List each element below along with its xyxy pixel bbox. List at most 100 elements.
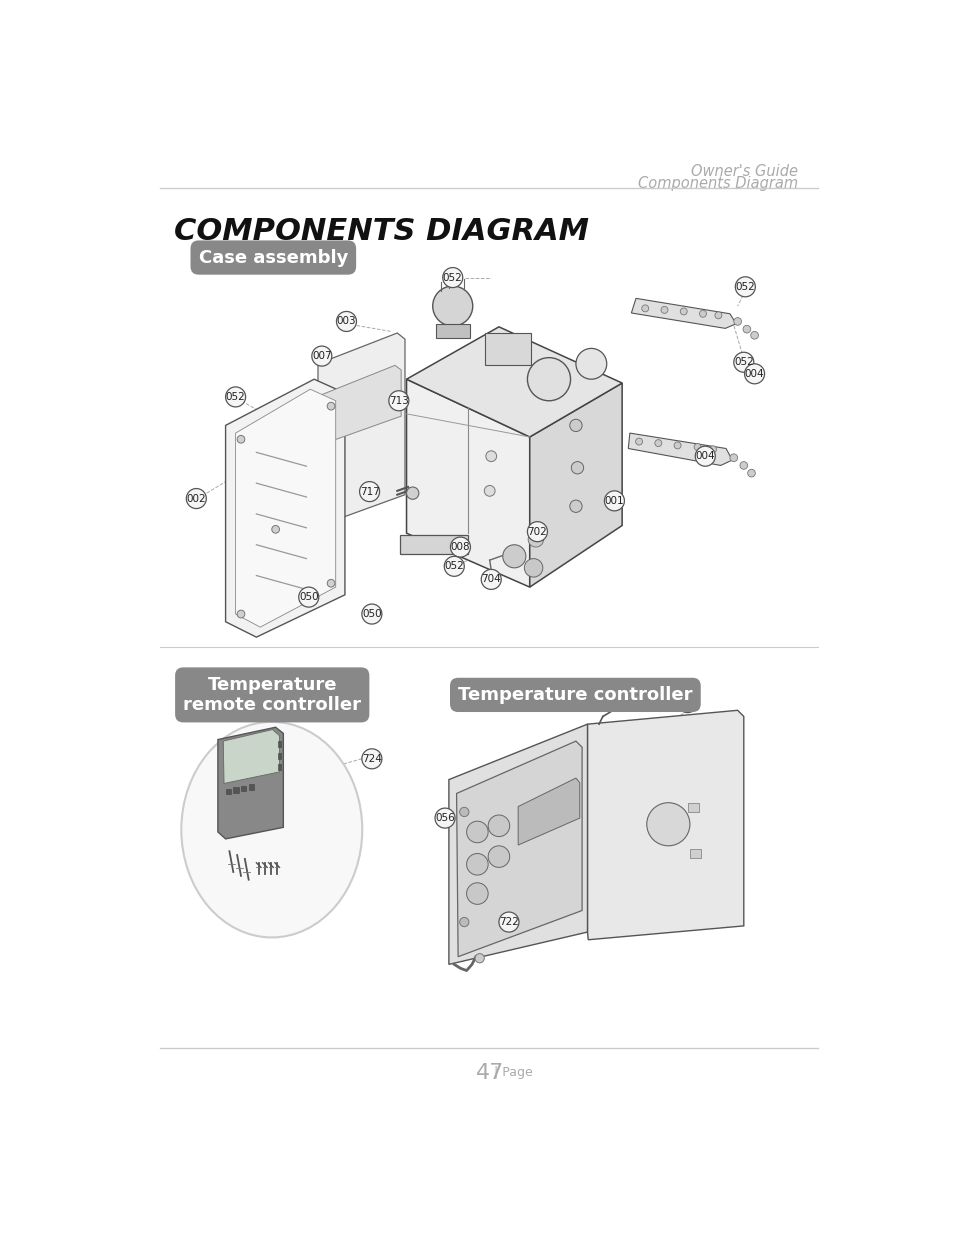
- Polygon shape: [628, 433, 732, 466]
- FancyBboxPatch shape: [277, 741, 281, 747]
- Circle shape: [435, 808, 455, 829]
- Circle shape: [709, 446, 716, 453]
- Circle shape: [444, 556, 464, 577]
- Circle shape: [569, 419, 581, 431]
- Circle shape: [694, 443, 700, 451]
- Circle shape: [714, 311, 721, 319]
- Text: Components Diagram: Components Diagram: [637, 175, 797, 191]
- Circle shape: [336, 311, 356, 331]
- Circle shape: [237, 436, 245, 443]
- Circle shape: [502, 545, 525, 568]
- Circle shape: [483, 571, 498, 585]
- Text: 713: 713: [389, 395, 408, 406]
- Circle shape: [459, 808, 469, 816]
- Circle shape: [466, 883, 488, 904]
- Circle shape: [466, 821, 488, 842]
- FancyBboxPatch shape: [436, 324, 470, 337]
- Circle shape: [272, 526, 279, 534]
- Text: 052: 052: [442, 273, 462, 283]
- Circle shape: [747, 469, 755, 477]
- FancyBboxPatch shape: [241, 785, 246, 792]
- Circle shape: [641, 305, 648, 311]
- Circle shape: [327, 403, 335, 410]
- Circle shape: [695, 446, 715, 466]
- Circle shape: [498, 911, 518, 932]
- Circle shape: [361, 748, 381, 769]
- Polygon shape: [631, 299, 736, 329]
- Text: 704: 704: [481, 574, 500, 584]
- Text: COMPONENTS DIAGRAM: COMPONENTS DIAGRAM: [173, 217, 588, 247]
- FancyBboxPatch shape: [225, 789, 231, 794]
- Circle shape: [459, 918, 469, 926]
- Circle shape: [484, 485, 495, 496]
- Text: 004: 004: [695, 451, 715, 461]
- FancyBboxPatch shape: [249, 784, 253, 789]
- Circle shape: [359, 482, 379, 501]
- Circle shape: [225, 387, 245, 406]
- Circle shape: [312, 346, 332, 366]
- Circle shape: [635, 438, 642, 445]
- FancyBboxPatch shape: [277, 752, 281, 758]
- FancyBboxPatch shape: [484, 333, 531, 366]
- Circle shape: [488, 846, 509, 867]
- Text: Case assembly: Case assembly: [198, 248, 348, 267]
- Circle shape: [450, 537, 470, 557]
- Circle shape: [475, 953, 484, 963]
- Circle shape: [646, 803, 689, 846]
- Text: 004: 004: [744, 369, 763, 379]
- Circle shape: [524, 558, 542, 577]
- Circle shape: [733, 317, 740, 325]
- Circle shape: [527, 521, 547, 542]
- FancyBboxPatch shape: [687, 803, 699, 811]
- Text: 702: 702: [527, 526, 547, 537]
- Polygon shape: [587, 710, 743, 940]
- Text: 050: 050: [298, 592, 318, 603]
- Circle shape: [679, 308, 686, 315]
- Text: 052: 052: [735, 282, 755, 291]
- Circle shape: [742, 325, 750, 333]
- Text: 001: 001: [604, 496, 623, 506]
- Text: 724: 724: [361, 753, 381, 763]
- Circle shape: [442, 268, 462, 288]
- Text: | Page: | Page: [494, 1066, 533, 1079]
- Text: 052: 052: [444, 562, 464, 572]
- Text: 723: 723: [677, 698, 697, 708]
- Text: 717: 717: [359, 487, 379, 496]
- Circle shape: [480, 569, 500, 589]
- Circle shape: [327, 579, 335, 587]
- Circle shape: [298, 587, 318, 608]
- Polygon shape: [235, 389, 335, 627]
- FancyBboxPatch shape: [233, 787, 238, 793]
- Circle shape: [237, 610, 245, 618]
- Circle shape: [571, 462, 583, 474]
- Text: 47: 47: [476, 1063, 503, 1083]
- Circle shape: [361, 604, 381, 624]
- Text: 050: 050: [362, 609, 381, 619]
- Circle shape: [750, 331, 758, 340]
- Circle shape: [433, 287, 473, 326]
- FancyBboxPatch shape: [400, 535, 468, 555]
- Polygon shape: [517, 778, 579, 845]
- Circle shape: [735, 277, 755, 296]
- Text: 722: 722: [498, 918, 518, 927]
- Text: 008: 008: [450, 542, 470, 552]
- Circle shape: [406, 487, 418, 499]
- FancyBboxPatch shape: [277, 764, 281, 771]
- Circle shape: [485, 451, 497, 462]
- Text: 003: 003: [336, 316, 355, 326]
- Circle shape: [660, 306, 667, 314]
- Text: 052: 052: [733, 357, 753, 367]
- Text: 056: 056: [435, 813, 455, 823]
- Polygon shape: [449, 724, 587, 965]
- Circle shape: [699, 310, 706, 317]
- Circle shape: [654, 440, 661, 447]
- Circle shape: [729, 454, 737, 462]
- Circle shape: [528, 531, 543, 547]
- Circle shape: [389, 390, 409, 411]
- Polygon shape: [321, 366, 400, 443]
- Polygon shape: [456, 741, 581, 957]
- Polygon shape: [223, 730, 279, 783]
- Ellipse shape: [181, 721, 362, 937]
- Text: Owner's Guide: Owner's Guide: [690, 163, 797, 179]
- Polygon shape: [529, 383, 621, 587]
